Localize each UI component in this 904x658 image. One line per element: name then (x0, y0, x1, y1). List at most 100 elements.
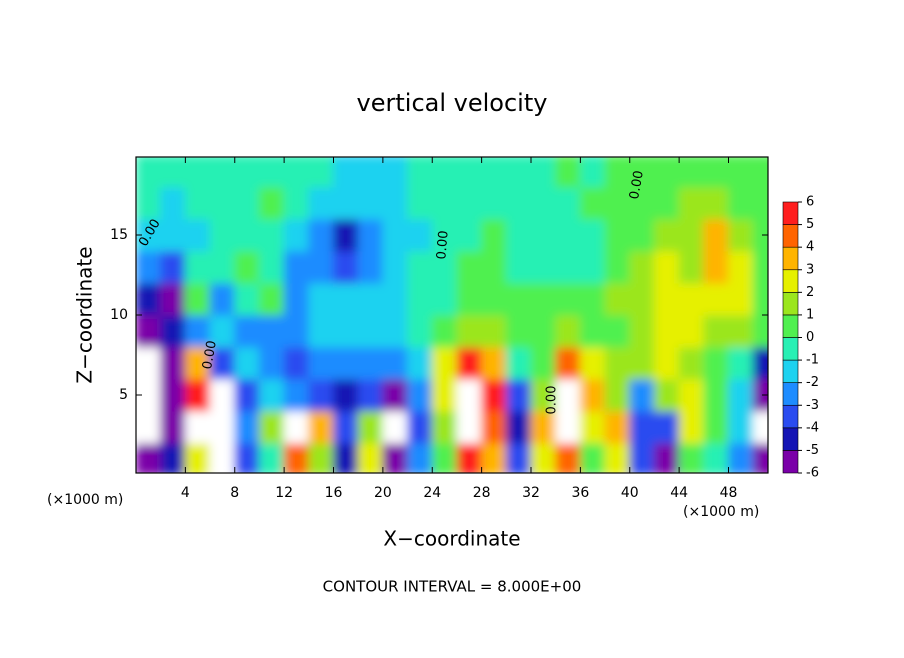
field-cell (481, 378, 507, 412)
field-cell (431, 218, 458, 252)
field-cell (258, 282, 285, 316)
field-cell (209, 157, 236, 188)
field-cell (629, 282, 655, 316)
field-cell (258, 218, 285, 252)
field-cell (431, 282, 458, 316)
field-cell (505, 250, 532, 284)
field-cell (752, 314, 768, 348)
field-cell (653, 442, 680, 473)
field-cell (234, 442, 260, 473)
field-cell (382, 218, 409, 252)
field-cell (308, 250, 334, 284)
colorbar-swatch (782, 292, 799, 316)
colorbar-label: -5 (806, 443, 819, 458)
x-axis-label: X−coordinate (383, 527, 520, 551)
x-tick-label: 4 (181, 485, 190, 501)
field-cell (653, 218, 680, 252)
field-cell (160, 282, 186, 316)
field-cell (209, 282, 236, 316)
field-cell (209, 250, 236, 284)
field-cell (136, 346, 162, 380)
field-cell (555, 218, 581, 252)
field-cell (136, 282, 162, 316)
x-tick-label: 40 (621, 485, 639, 501)
field-cell (283, 314, 310, 348)
field-cell (308, 218, 334, 252)
field-cell (431, 442, 458, 473)
field-cell (604, 186, 631, 220)
colorbar-swatch (782, 427, 799, 451)
field-cell (407, 410, 433, 444)
field-cell (481, 442, 507, 473)
field-cell (308, 378, 334, 412)
field-cell (258, 442, 285, 473)
field-cell (555, 186, 581, 220)
field-cell (357, 186, 384, 220)
field-cell (629, 186, 655, 220)
field-cell (653, 157, 680, 188)
contour-label: 0.00 (545, 386, 560, 415)
field-cell (703, 346, 729, 380)
field-cell (407, 218, 433, 252)
field-cell (431, 157, 458, 188)
field-cell (604, 442, 631, 473)
field-cell (209, 186, 236, 220)
field-cell (728, 157, 754, 188)
field-cell (333, 186, 359, 220)
colorbar-swatch (782, 450, 799, 474)
field-cell (629, 218, 655, 252)
field-cell (579, 314, 606, 348)
field-cell (234, 410, 260, 444)
colorbar-swatch (782, 404, 799, 429)
field-cell (604, 410, 631, 444)
field-cell (308, 346, 334, 380)
field-cell (579, 442, 606, 473)
field-cell (579, 346, 606, 380)
field-cell (136, 186, 162, 220)
field-cell (678, 410, 705, 444)
field-cell (653, 250, 680, 284)
field-cell (283, 186, 310, 220)
field-cell (653, 346, 680, 380)
field-cell (234, 218, 260, 252)
field-cell (752, 218, 768, 252)
field-cell (184, 218, 211, 252)
field-cell (703, 186, 729, 220)
field-cell (333, 442, 359, 473)
field (136, 157, 768, 473)
field-cell (505, 314, 532, 348)
field-cell (728, 250, 754, 284)
field-cell (258, 410, 285, 444)
field-cell (678, 314, 705, 348)
colorbar-swatch (782, 201, 799, 225)
colorbar-label: 6 (806, 195, 814, 210)
field-cell (629, 442, 655, 473)
colorbar-swatch (782, 359, 799, 383)
x-tick-label: 24 (423, 485, 441, 501)
field-cell (456, 282, 483, 316)
field-cell (382, 157, 409, 188)
field-cell (333, 346, 359, 380)
field-cell (209, 442, 236, 473)
field-cell (481, 186, 507, 220)
field-cell (456, 410, 483, 444)
y-axis-label: Z−coordinate (73, 246, 97, 383)
field-cell (481, 218, 507, 252)
colorbar-label: 3 (806, 262, 814, 277)
colorbar-swatch (782, 246, 799, 271)
y-tick-label: 15 (110, 227, 128, 243)
field-cell (258, 314, 285, 348)
y-tick-label: 5 (119, 387, 128, 403)
field-cell (431, 186, 458, 220)
colorbar-swatch (782, 224, 799, 248)
field-cell (382, 378, 409, 412)
field-cell (184, 442, 211, 473)
field-cell (407, 314, 433, 348)
field-cell (234, 157, 260, 188)
field-cell (308, 282, 334, 316)
field-cell (283, 218, 310, 252)
field-cell (357, 157, 384, 188)
field-cell (184, 378, 211, 412)
field-cell (505, 346, 532, 380)
field-cell (530, 157, 557, 188)
